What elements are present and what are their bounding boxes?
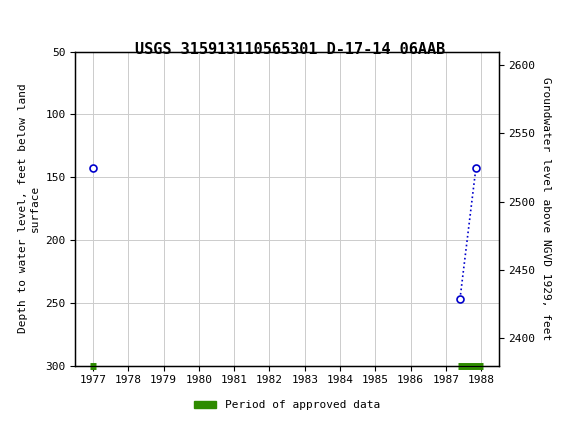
Legend: Period of approved data: Period of approved data: [190, 396, 385, 415]
Text: USGS 315913110565301 D-17-14 06AAB: USGS 315913110565301 D-17-14 06AAB: [135, 42, 445, 57]
Text: USGS: USGS: [44, 9, 99, 27]
Y-axis label: Groundwater level above NGVD 1929, feet: Groundwater level above NGVD 1929, feet: [541, 77, 551, 340]
Y-axis label: Depth to water level, feet below land
surface: Depth to water level, feet below land su…: [19, 84, 40, 333]
